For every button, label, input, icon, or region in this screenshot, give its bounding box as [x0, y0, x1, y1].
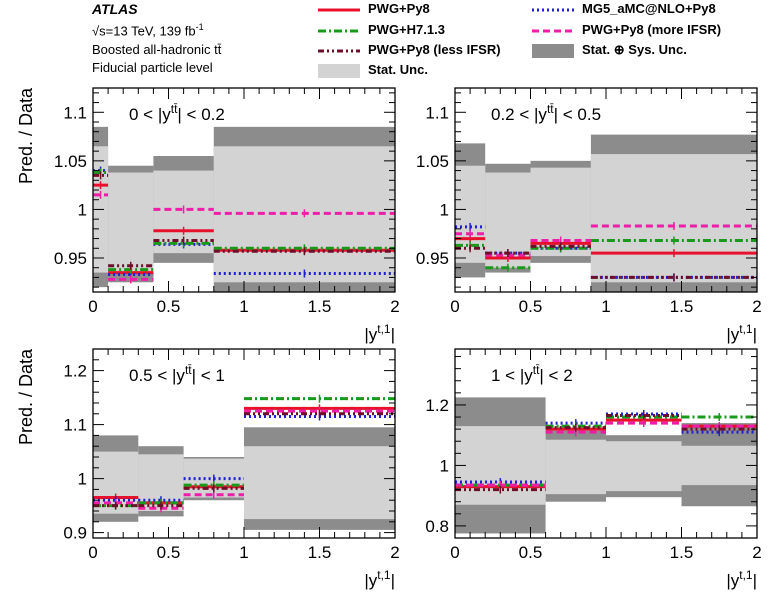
x-tick-label: 0 [450, 297, 459, 316]
x-axis-label: |yt,1| [726, 322, 757, 344]
panel: 0 0.5 1 1.5 2 0.8 1 1.2 1 < |ytt̄| < 2 |yt,1| [425, 348, 762, 590]
plot-area [93, 394, 395, 530]
x-tick-label: 0.5 [519, 543, 543, 562]
energy-text: √s=13 TeV, 139 fb [92, 23, 196, 39]
plot-area [93, 126, 395, 292]
x-tick-label: 0 [88, 297, 97, 316]
stat-unc-band [681, 445, 757, 486]
x-tick-label: 1.5 [308, 297, 332, 316]
x-tick-label: 1 [239, 543, 248, 562]
panel: 0 0.5 1 1.5 2 0.9 1 1.1 1.2 0.5 < |ytt̄| < 1 |yt,1… [16, 348, 400, 590]
legend-entry: PWG+Py8 (less IFSR) [318, 42, 501, 58]
stat-unc-band [606, 441, 682, 492]
x-axis-label: |yt,1| [364, 322, 395, 344]
x-tick-label: 0.5 [157, 543, 181, 562]
x-tick-label: 1 [601, 543, 610, 562]
x-tick-label: 2 [752, 543, 761, 562]
x-tick-label: 1.5 [308, 543, 332, 562]
legend-box [532, 43, 574, 58]
legend-symbol [318, 63, 360, 78]
legend-symbol [532, 3, 574, 17]
y-tick-label: 1 [440, 200, 449, 219]
y-axis-label: Pred. / Data [16, 348, 36, 445]
x-tick-label: 1 [601, 297, 610, 316]
panel: 0 0.5 1 1.5 2 0.95 1 1.05 1.1 0.2 < |ytt̄| < 0.5 |… [416, 87, 762, 344]
x-tick-label: 2 [390, 543, 399, 562]
y-tick-label: 1.1 [425, 103, 449, 122]
legend-label: PWG+Py8 (less IFSR) [368, 42, 501, 57]
legend-entry: PWG+Py8 [318, 1, 430, 17]
legend-symbol [532, 24, 574, 38]
legend-entry: PWG+H7.1.3 [318, 22, 445, 38]
legend-label: PWG+Py8 (more IFSR) [582, 22, 722, 37]
atlas-label: ATLAS [92, 1, 138, 17]
legend-label: Stat. ⊕ Sys. Unc. [582, 42, 687, 57]
legend-box [318, 63, 360, 78]
y-tick-label: 0.8 [425, 517, 449, 536]
legend-entry: Stat. Unc. [318, 62, 428, 78]
panel: 0 0.5 1 1.5 2 0.95 1 1.05 1.1 0 < |ytt̄| < 0.2 |yt… [16, 87, 400, 344]
legend-symbol [318, 44, 360, 58]
y-tick-label: 1.05 [54, 152, 87, 171]
legend-entry: MG5_aMC@NLO+Py8 [532, 1, 716, 17]
stat-unc-band [545, 439, 606, 495]
y-tick-label: 1.2 [425, 396, 449, 415]
x-tick-label: 1.5 [670, 543, 694, 562]
x-tick-label: 0 [450, 543, 459, 562]
legend-label: PWG+Py8 [368, 1, 430, 16]
stat-unc-band [244, 446, 395, 520]
y-tick-label: 1.05 [416, 152, 449, 171]
x-tick-label: 1 [239, 297, 248, 316]
legend-symbol [532, 43, 574, 58]
plot-area [455, 134, 757, 292]
level-label: Fiducial particle level [92, 60, 213, 75]
channel-label: Boosted all-hadronic tt̄ [92, 42, 222, 57]
x-tick-label: 2 [752, 297, 761, 316]
x-tick-label: 2 [390, 297, 399, 316]
y-tick-label: 0.9 [63, 524, 87, 543]
legend-label: MG5_aMC@NLO+Py8 [582, 1, 716, 16]
stat-unc-band [108, 172, 154, 273]
energy-lumi-label: √s=13 TeV, 139 fb-1 [92, 22, 204, 38]
x-tick-label: 0 [88, 543, 97, 562]
plot-area [455, 397, 757, 534]
region-label: 0.5 < |ytt̄| < 1 [129, 363, 225, 385]
y-tick-label: 1.1 [63, 103, 87, 122]
x-tick-label: 1.5 [670, 297, 694, 316]
y-tick-label: 0.95 [416, 249, 449, 268]
energy-sup: -1 [195, 22, 204, 32]
legend-label: PWG+H7.1.3 [368, 22, 445, 37]
y-tick-label: 1.2 [63, 362, 87, 381]
x-tick-label: 0.5 [519, 297, 543, 316]
legend-label: Stat. Unc. [368, 62, 428, 77]
y-tick-label: 1 [78, 200, 87, 219]
y-tick-label: 1 [440, 456, 449, 475]
y-axis-label: Pred. / Data [16, 87, 36, 184]
stat-unc-band [590, 154, 757, 283]
legend-symbol [318, 24, 360, 38]
x-axis-label: |yt,1| [726, 568, 757, 590]
legend-symbol [318, 3, 360, 17]
region-label: 0 < |ytt̄| < 0.2 [129, 102, 225, 124]
x-tick-label: 0.5 [157, 297, 181, 316]
x-axis-label: |yt,1| [364, 568, 395, 590]
region-label: 1 < |ytt̄| < 2 [491, 363, 573, 385]
y-tick-label: 0.95 [54, 249, 87, 268]
y-tick-label: 1 [78, 470, 87, 489]
legend-entry: Stat. ⊕ Sys. Unc. [532, 42, 687, 58]
legend-entry: PWG+Py8 (more IFSR) [532, 22, 721, 38]
y-tick-label: 1.1 [63, 416, 87, 435]
region-label: 0.2 < |ytt̄| < 0.5 [491, 102, 601, 124]
